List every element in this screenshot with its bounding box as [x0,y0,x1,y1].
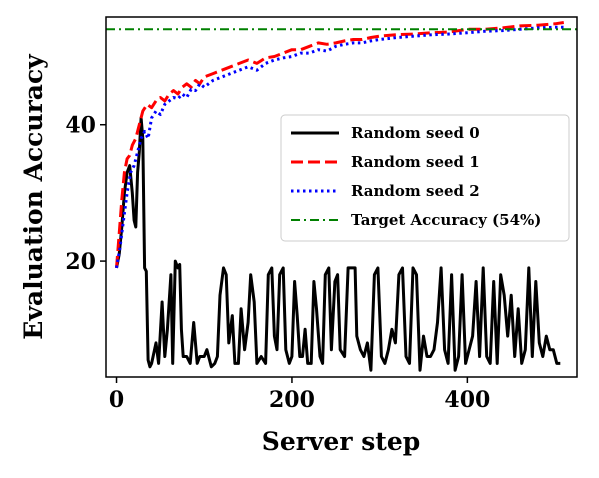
x-axis-label: Server step [262,427,420,456]
legend-label-2: Random seed 2 [351,182,480,200]
legend-label-3: Target Accuracy (54%) [351,211,541,229]
series-line-1 [115,21,565,269]
x-tick-label: 0 [109,387,124,413]
y-tick-label: 20 [65,249,96,275]
y-tick-label: 40 [65,113,96,139]
x-tick-label: 200 [269,387,315,413]
y-axis-label: Evaluation Accuracy [19,53,48,340]
x-tick-label: 400 [444,387,490,413]
legend: Random seed 0 Random seed 1 Random seed 2 T… [280,114,570,242]
ticks-layer: 0 200 400 20 40 [65,113,490,413]
legend-box [280,114,570,242]
plot-frame [105,16,578,378]
legend-label-0: Random seed 0 [351,124,480,142]
series-layer [106,21,577,372]
series-line-0 [115,116,561,372]
series-line-2 [115,25,564,269]
legend-label-1: Random seed 1 [351,153,480,171]
